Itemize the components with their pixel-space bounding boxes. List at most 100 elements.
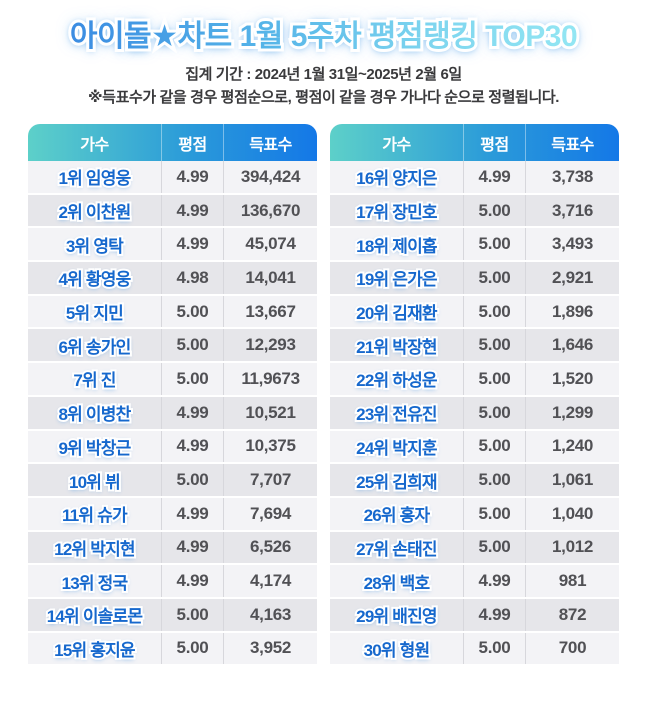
- rating-cell: 5.00: [462, 632, 525, 665]
- votes-value: 14,041: [245, 267, 296, 287]
- rating-value: 5.00: [478, 200, 511, 220]
- votes-value: 11,9673: [241, 368, 300, 388]
- votes-value: 1,896: [552, 301, 594, 321]
- votes-cell: 872: [525, 598, 619, 631]
- rating-value: 4.99: [176, 503, 209, 523]
- table-row: 15위 홍지윤 15위 홍지윤 5.00 3,952: [28, 632, 317, 665]
- votes-value: 3,493: [552, 234, 594, 254]
- votes-cell: 3,952: [223, 632, 317, 665]
- col-header-rating: 평점: [462, 124, 525, 161]
- rank-name-outline: 18위 제이홉: [354, 235, 439, 258]
- table-row: 24위 박지훈 24위 박지훈 5.00 1,240: [330, 430, 619, 463]
- rank-name-outline: 3위 영탁: [64, 235, 126, 258]
- rating-value: 5.00: [176, 301, 209, 321]
- votes-value: 1,240: [552, 436, 594, 456]
- rank-name-cell: 6위 송가인 6위 송가인: [28, 329, 161, 361]
- table-row: 17위 장민호 17위 장민호 5.00 3,716: [330, 194, 619, 227]
- rating-cell: 5.00: [462, 430, 525, 463]
- rating-value: 5.00: [478, 470, 511, 490]
- votes-value: 10,521: [245, 402, 296, 422]
- rank-name-cell: 26위 홍자 26위 홍자: [330, 498, 463, 530]
- votes-cell: 11,9673: [223, 363, 317, 395]
- rating-cell: 5.00: [160, 329, 223, 362]
- col-header-artist: 가수: [80, 136, 109, 154]
- rank-name-cell: 5위 지민 5위 지민: [28, 296, 161, 328]
- rating-cell: 4.99: [462, 565, 525, 597]
- votes-cell: 3,493: [525, 228, 619, 261]
- rating-cell: 5.00: [160, 363, 223, 395]
- rank-name-text: 27위 손태진: [356, 539, 437, 559]
- rating-value: 4.99: [176, 200, 209, 220]
- votes-cell: 10,521: [223, 396, 317, 429]
- rank-name-text: 25위 김희재: [356, 472, 437, 492]
- rank-name-cell: 28위 백호 28위 백호: [330, 565, 463, 597]
- votes-cell: 2,921: [525, 262, 619, 294]
- rank-name-outline: 16위 양지은: [354, 167, 439, 190]
- table-body: 1위 임영웅 1위 임영웅 4.99 394,424 2위 이찬원 2위 이찬원…: [28, 161, 317, 665]
- votes-value: 3,738: [552, 166, 594, 186]
- rating-value: 5.00: [176, 368, 209, 388]
- rank-name-outline: 22위 하성운: [354, 369, 439, 392]
- rating-cell: 5.00: [462, 497, 525, 530]
- table-row: 1위 임영웅 1위 임영웅 4.99 394,424: [28, 161, 317, 193]
- rating-cell: 5.00: [462, 464, 525, 496]
- rank-name-text: 21위 박장현: [356, 337, 437, 357]
- rank-name-cell: 9위 박창근 9위 박창근: [28, 431, 161, 463]
- votes-cell: 1,040: [525, 497, 619, 530]
- rating-value: 5.00: [176, 335, 209, 355]
- ranking-tables: 가수 평점 득표수 1위 임영웅 1위 임영웅 4.99 394,424 2위 …: [0, 124, 647, 666]
- rank-name-outline: 9위 박창근: [56, 437, 133, 460]
- sort-note-text: ※득표수가 같을 경우 평점순으로, 평점이 같을 경우 가나다 순으로 정렬됩…: [87, 88, 560, 106]
- votes-value: 10,375: [245, 436, 296, 456]
- votes-value: 1,012: [552, 537, 594, 557]
- votes-cell: 1,520: [525, 363, 619, 395]
- table-row: 27위 손태진 27위 손태진 5.00 1,012: [330, 531, 619, 564]
- votes-cell: 1,240: [525, 430, 619, 463]
- rank-name-text: 24위 박지훈: [356, 438, 437, 458]
- rank-name-outline: 17위 장민호: [354, 201, 439, 224]
- rank-name-text: 1위 임영웅: [58, 169, 131, 189]
- rank-name-cell: 12위 박지현 12위 박지현: [28, 532, 161, 564]
- rank-name-cell: 30위 형원 30위 형원: [330, 633, 463, 665]
- rank-name-text: 22위 하성운: [356, 371, 437, 391]
- rating-value: 5.00: [478, 537, 511, 557]
- rank-name-outline: 4위 황영웅: [56, 268, 133, 291]
- rank-name-outline: 28위 백호: [362, 572, 433, 595]
- rating-cell: 4.99: [160, 228, 223, 261]
- votes-value: 136,670: [240, 200, 301, 220]
- rank-name-cell: 24위 박지훈 24위 박지훈: [330, 431, 463, 463]
- table-row: 25위 김희재 25위 김희재 5.00 1,061: [330, 464, 619, 496]
- votes-value: 1,520: [552, 368, 594, 388]
- rank-name-cell: 11위 슈가 11위 슈가: [28, 498, 161, 530]
- votes-cell: 4,174: [223, 565, 317, 597]
- table-row: 19위 은가은 19위 은가은 5.00 2,921: [330, 262, 619, 294]
- table-row: 8위 이병찬 8위 이병찬 4.99 10,521: [28, 396, 317, 429]
- rank-name-outline: 15위 홍지윤: [52, 639, 137, 662]
- rating-cell: 5.00: [462, 396, 525, 429]
- rank-name-text: 8위 이병찬: [58, 405, 131, 425]
- rank-name-outline: 23위 전유진: [354, 403, 439, 426]
- rating-cell: 5.00: [160, 295, 223, 328]
- page-title-outline: 아이돌★차트 1월 5주차 평점랭킹 TOP30: [67, 17, 581, 56]
- rank-name-text: 16위 양지은: [356, 169, 437, 189]
- votes-cell: 3,716: [525, 194, 619, 227]
- rating-cell: 5.00: [462, 262, 525, 294]
- votes-value: 394,424: [240, 166, 301, 186]
- rank-name-outline: 19위 은가은: [354, 268, 439, 291]
- rank-name-cell: 7위 진 7위 진: [28, 363, 161, 395]
- votes-value: 1,061: [552, 470, 594, 490]
- votes-cell: 4,163: [223, 598, 317, 631]
- rating-value: 5.00: [478, 503, 511, 523]
- table-row: 10위 뷔 10위 뷔 5.00 7,707: [28, 464, 317, 496]
- votes-cell: 136,670: [223, 194, 317, 227]
- rank-name-cell: 22위 하성운 22위 하성운: [330, 363, 463, 395]
- table-row: 14위 이솔로몬 14위 이솔로몬 5.00 4,163: [28, 598, 317, 631]
- rating-cell: 4.99: [160, 194, 223, 227]
- rank-name-text: 17위 장민호: [356, 203, 437, 223]
- rating-cell: 4.99: [462, 598, 525, 631]
- rating-value: 5.00: [478, 301, 511, 321]
- votes-value: 4,163: [250, 604, 292, 624]
- table-row: 6위 송가인 6위 송가인 5.00 12,293: [28, 329, 317, 362]
- table-row: 2위 이찬원 2위 이찬원 4.99 136,670: [28, 194, 317, 227]
- ranking-table-right: 가수 평점 득표수 16위 양지은 16위 양지은 4.99 3,738 17위…: [330, 124, 619, 666]
